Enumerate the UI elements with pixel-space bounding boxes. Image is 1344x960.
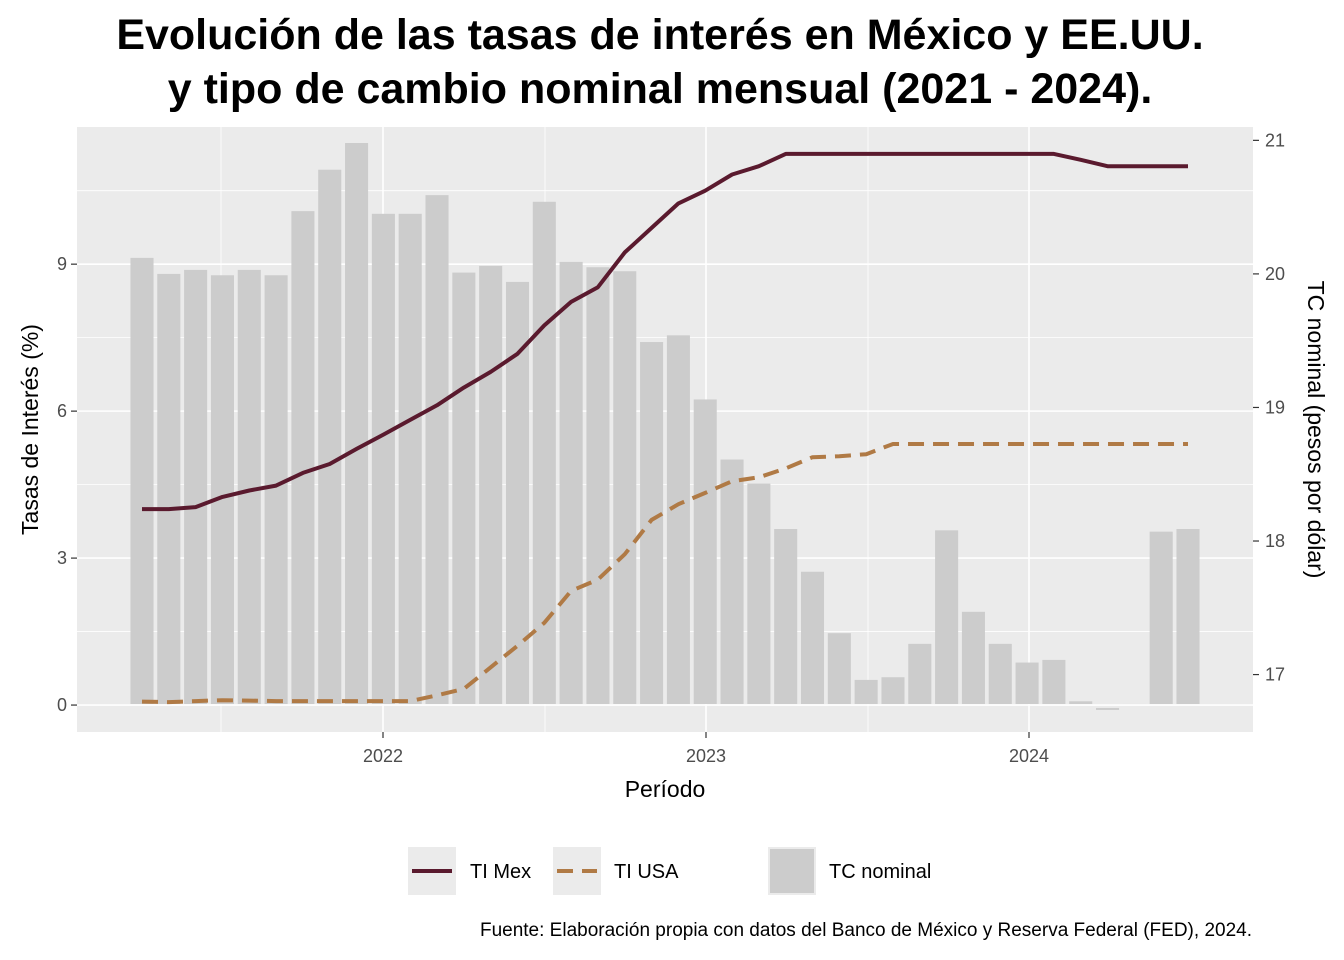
line-ti-mex	[142, 151, 1188, 512]
bar-tc-nominal	[800, 571, 825, 704]
chart-title-line2: y tipo de cambio nominal mensual (2021 -…	[167, 65, 1153, 113]
series-lines	[141, 151, 1188, 705]
legend-label-usa: TI USA	[614, 861, 679, 883]
bar-tc-nominal	[961, 611, 985, 704]
bar-tc-nominal	[827, 633, 851, 704]
line-ti-usa	[141, 442, 1188, 705]
bar-tc-nominal	[157, 273, 181, 704]
legend-label-mex: TI Mex	[470, 861, 531, 883]
bar-tc-nominal	[1149, 531, 1173, 704]
bar-tc-nominal	[1069, 701, 1093, 704]
bar-tc-nominal	[774, 528, 798, 704]
bar-tc-nominal	[720, 459, 744, 704]
bar-tc-nominal	[693, 399, 717, 704]
bar-tc-nominal	[935, 530, 959, 704]
bar-tc-nominal	[210, 275, 234, 704]
y2-tick-label: 18	[1265, 531, 1285, 551]
bar-tc-nominal	[988, 643, 1012, 704]
bar-tc-nominal	[371, 213, 395, 704]
legend: TI Mex TI USA TC nominal	[408, 847, 931, 895]
x-axis-title: Período	[625, 776, 706, 802]
chart-title: Evolución de las tasas de interés en Méx…	[0, 8, 1320, 116]
bar-tc-nominal	[881, 677, 905, 704]
y2-tick-label: 20	[1265, 264, 1285, 284]
bar-tc-nominal	[345, 143, 369, 704]
bar-tc-nominal	[747, 483, 771, 704]
bar-tc-nominal	[1015, 662, 1039, 704]
bar-tc-nominal	[264, 275, 288, 704]
bar-tc-nominal	[398, 213, 422, 704]
bar-tc-nominal	[1176, 528, 1200, 704]
bar-tc-nominal	[505, 281, 530, 704]
x-tick-label: 2024	[1009, 746, 1049, 766]
bar-tc-nominal	[559, 261, 583, 704]
bar-tc-nominal	[291, 211, 315, 704]
y2-tick-label: 21	[1265, 130, 1285, 150]
bar-tc-nominal	[908, 643, 932, 704]
bar-tc-nominal	[586, 267, 610, 704]
bar-tc-nominal	[666, 335, 690, 704]
y-tick-label: 6	[57, 401, 67, 421]
x-tick-label: 2023	[686, 746, 726, 766]
bar-tc-nominal	[854, 679, 878, 704]
bar-tc-nominal	[613, 271, 637, 704]
bar-tc-nominal	[1042, 659, 1066, 704]
legend-label-tc: TC nominal	[829, 861, 931, 883]
y-tick-label: 9	[57, 254, 67, 274]
y-tick-label: 0	[57, 695, 67, 715]
legend-key-tc	[770, 849, 814, 893]
source-note: Fuente: Elaboración propia con datos del…	[479, 920, 1252, 941]
bar-tc-nominal	[237, 269, 261, 704]
bar-tc-nominal	[479, 265, 503, 704]
x-tick-label: 2022	[363, 746, 403, 766]
bar-tc-nominal	[532, 201, 556, 704]
bar-tc-nominal	[425, 195, 449, 704]
y-axis-title: Tasas de Interés (%)	[17, 324, 43, 535]
bar-tc-nominal	[452, 272, 476, 704]
bar-tc-nominal	[318, 169, 342, 704]
y2-tick-label: 17	[1265, 665, 1285, 685]
y-tick-label: 3	[57, 548, 67, 568]
bar-tc-nominal	[184, 269, 208, 704]
bars-tc-nominal	[130, 143, 1200, 710]
y2-axis-title: TC nominal (pesos por dólar)	[1303, 281, 1329, 579]
chart-title-line1: Evolución de las tasas de interés en Méx…	[116, 11, 1204, 59]
bar-tc-nominal	[1096, 707, 1120, 710]
bar-tc-nominal	[130, 257, 154, 704]
y2-tick-label: 19	[1265, 397, 1285, 417]
